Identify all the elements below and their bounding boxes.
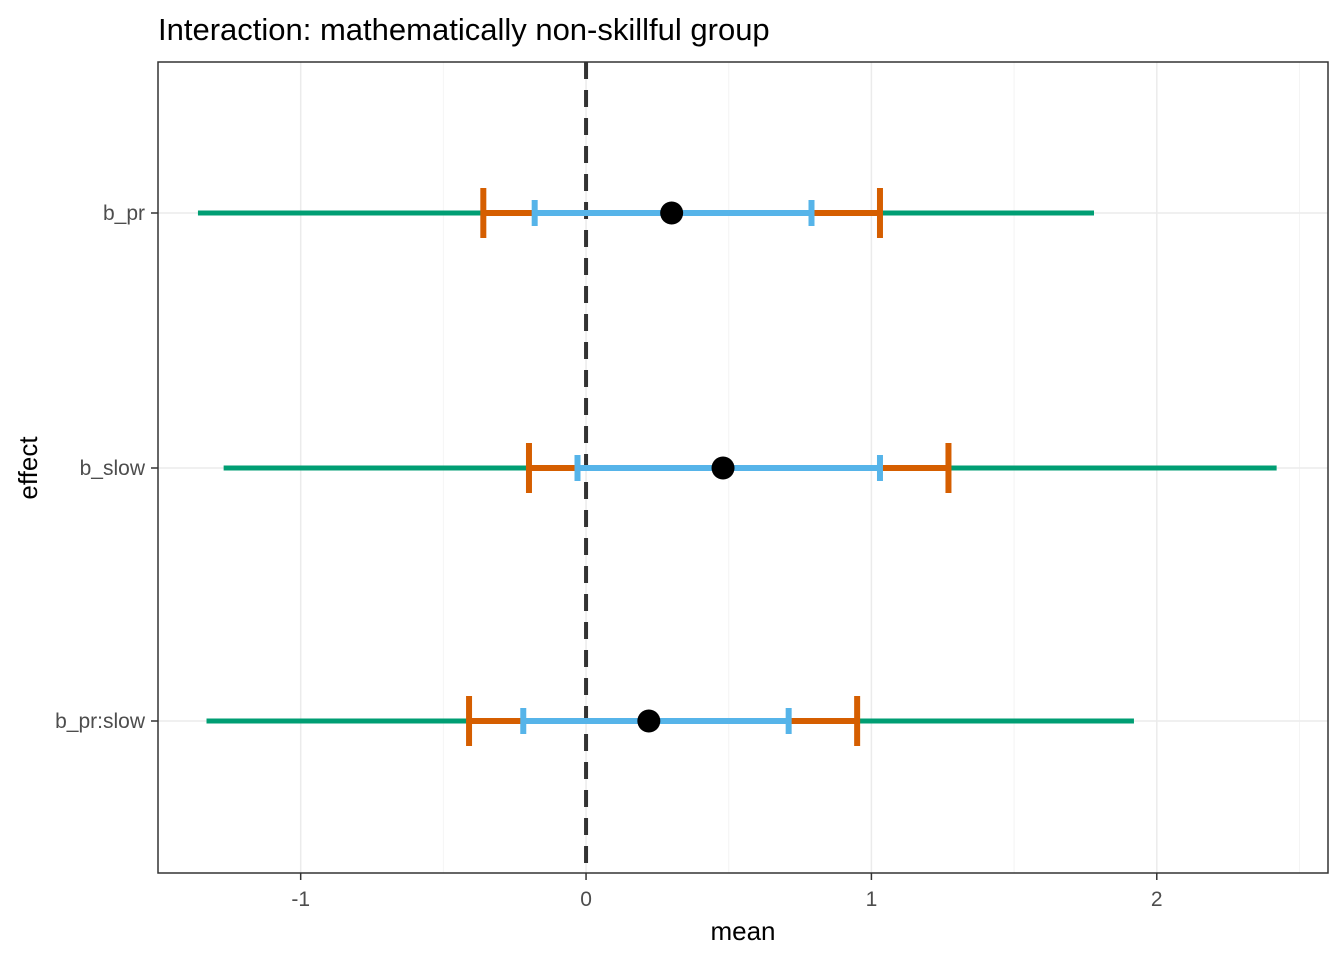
mean-point [660,201,684,225]
y-axis-title: effect [13,436,43,500]
y-tick-label: b_pr [103,202,145,225]
mean-point [637,709,661,733]
mean-point [711,456,735,480]
x-tick-label: 1 [866,888,878,911]
x-axis-title: mean [710,916,775,946]
axes: -1 0 1 2 b_pr b_slow b_pr:slow [55,202,1163,911]
x-tick-label: -1 [291,888,310,911]
y-tick-label: b_pr:slow [55,710,146,733]
interval-marks [197,188,1277,746]
x-tick-label: 0 [580,888,592,911]
y-tick-label: b_slow [80,457,146,480]
x-tick-label: 2 [1151,888,1163,911]
chart-title: Interaction: mathematically non-skillful… [158,12,770,47]
